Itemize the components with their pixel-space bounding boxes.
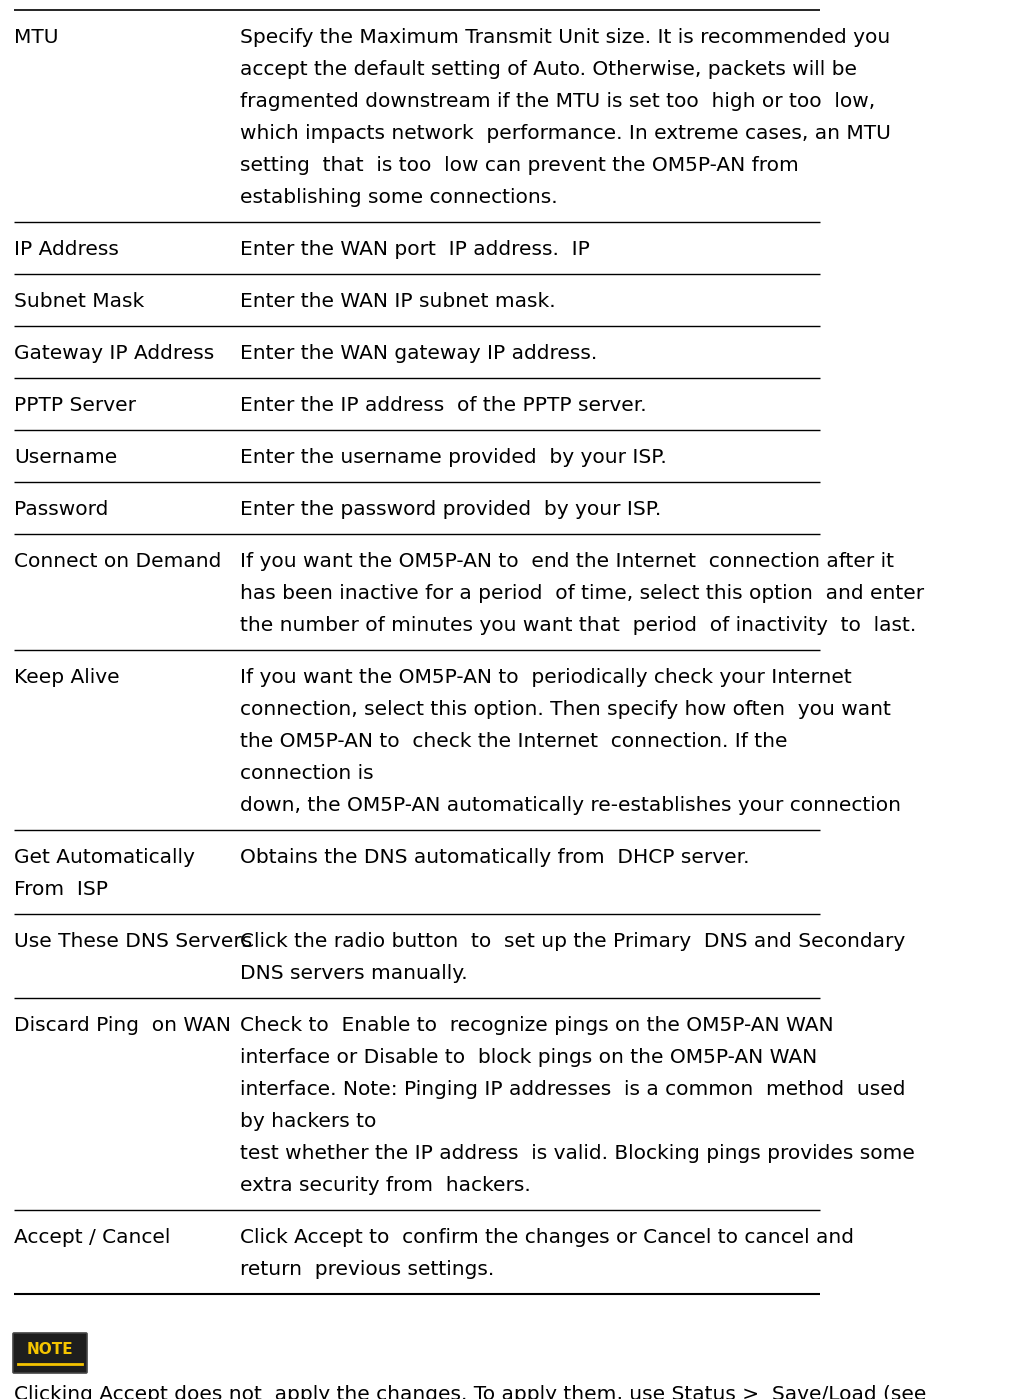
Text: the number of minutes you want that  period  of inactivity  to  last.: the number of minutes you want that peri… [240,616,916,635]
Text: Enter the password provided  by your ISP.: Enter the password provided by your ISP. [240,499,661,519]
Text: the OM5P-AN to  check the Internet  connection. If the: the OM5P-AN to check the Internet connec… [240,732,787,751]
Text: has been inactive for a period  of time, select this option  and enter: has been inactive for a period of time, … [240,583,924,603]
Text: Click Accept to  confirm the changes or Cancel to cancel and: Click Accept to confirm the changes or C… [240,1228,854,1247]
Text: return  previous settings.: return previous settings. [240,1260,494,1279]
Text: PPTP Server: PPTP Server [15,396,136,416]
FancyBboxPatch shape [13,1333,87,1372]
Text: Check to  Enable to  recognize pings on the OM5P-AN WAN: Check to Enable to recognize pings on th… [240,1016,834,1035]
Text: Subnet Mask: Subnet Mask [15,292,144,311]
Text: Enter the username provided  by your ISP.: Enter the username provided by your ISP. [240,448,667,467]
Text: by hackers to: by hackers to [240,1112,376,1130]
Text: establishing some connections.: establishing some connections. [240,187,557,207]
Text: setting  that  is too  low can prevent the OM5P-AN from: setting that is too low can prevent the … [240,157,799,175]
Text: NOTE: NOTE [27,1343,74,1357]
Text: Keep Alive: Keep Alive [15,669,119,687]
Text: IP Address: IP Address [15,241,119,259]
Text: accept the default setting of Auto. Otherwise, packets will be: accept the default setting of Auto. Othe… [240,60,857,78]
Text: Get Automatically: Get Automatically [15,848,195,867]
Text: fragmented downstream if the MTU is set too  high or too  low,: fragmented downstream if the MTU is set … [240,92,875,111]
Text: Specify the Maximum Transmit Unit size. It is recommended you: Specify the Maximum Transmit Unit size. … [240,28,890,48]
Text: Username: Username [15,448,117,467]
Text: Gateway IP Address: Gateway IP Address [15,344,214,362]
Text: down, the OM5P-AN automatically re-establishes your connection: down, the OM5P-AN automatically re-estab… [240,796,901,816]
Text: MTU: MTU [15,28,58,48]
Text: connection is: connection is [240,764,374,783]
Text: Password: Password [15,499,109,519]
Text: Enter the WAN port  IP address.  IP: Enter the WAN port IP address. IP [240,241,589,259]
Text: Enter the WAN IP subnet mask.: Enter the WAN IP subnet mask. [240,292,555,311]
Text: Click the radio button  to  set up the Primary  DNS and Secondary: Click the radio button to set up the Pri… [240,932,905,951]
Text: If you want the OM5P-AN to  periodically check your Internet: If you want the OM5P-AN to periodically … [240,669,852,687]
Text: Connect on Demand: Connect on Demand [15,553,222,571]
Text: which impacts network  performance. In extreme cases, an MTU: which impacts network performance. In ex… [240,125,891,143]
Text: Clicking Accept does not  apply the changes. To apply them, use Status >  Save/L: Clicking Accept does not apply the chang… [15,1385,926,1399]
Text: interface or Disable to  block pings on the OM5P-AN WAN: interface or Disable to block pings on t… [240,1048,817,1067]
Text: extra security from  hackers.: extra security from hackers. [240,1177,530,1195]
Text: connection, select this option. Then specify how often  you want: connection, select this option. Then spe… [240,700,891,719]
Text: DNS servers manually.: DNS servers manually. [240,964,467,983]
Text: Enter the WAN gateway IP address.: Enter the WAN gateway IP address. [240,344,597,362]
Text: interface. Note: Pinging IP addresses  is a common  method  used: interface. Note: Pinging IP addresses is… [240,1080,905,1100]
Text: If you want the OM5P-AN to  end the Internet  connection after it: If you want the OM5P-AN to end the Inter… [240,553,894,571]
Text: Accept / Cancel: Accept / Cancel [15,1228,170,1247]
Text: Obtains the DNS automatically from  DHCP server.: Obtains the DNS automatically from DHCP … [240,848,749,867]
Text: Use These DNS Servers: Use These DNS Servers [15,932,252,951]
Text: Discard Ping  on WAN: Discard Ping on WAN [15,1016,231,1035]
Text: Enter the IP address  of the PPTP server.: Enter the IP address of the PPTP server. [240,396,646,416]
Text: From  ISP: From ISP [15,880,108,900]
Text: test whether the IP address  is valid. Blocking pings provides some: test whether the IP address is valid. Bl… [240,1144,915,1163]
